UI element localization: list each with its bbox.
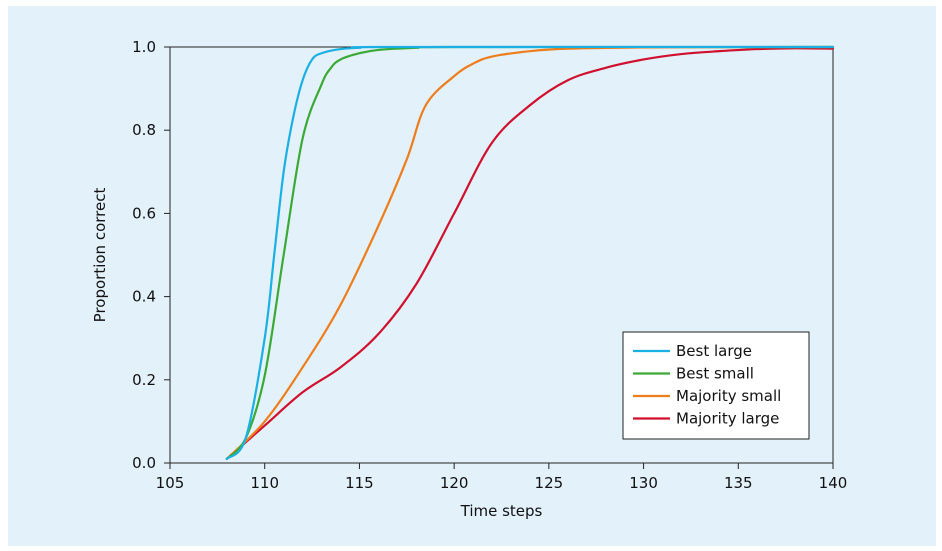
chart-panel: 105 110 115 120 125 130 135 140 0.0 0.2 0.4 0.6 0.8 1… bbox=[8, 6, 936, 546]
y-tick-label: 0.6 bbox=[132, 204, 156, 222]
series-line-best-large bbox=[225, 45, 835, 460]
ticks: 105 110 115 120 125 130 135 140 0.0 0.2 0.4 0.6 0.8 1… bbox=[132, 38, 847, 492]
y-tick-label: 0.0 bbox=[132, 454, 156, 472]
x-tick-label: 140 bbox=[819, 474, 848, 492]
legend: Best large Best small Majority small Majori… bbox=[622, 331, 810, 440]
line-chart: 105 110 115 120 125 130 135 140 0.0 0.2 0.4 0.6 0.8 1… bbox=[91, 38, 847, 520]
series-lines bbox=[225, 45, 835, 460]
x-tick-label: 120 bbox=[440, 474, 469, 492]
series-line-majority-large bbox=[225, 47, 835, 460]
x-tick-label: 110 bbox=[250, 474, 279, 492]
x-tick-label: 105 bbox=[156, 474, 185, 492]
x-axis-title: Time steps bbox=[460, 502, 543, 520]
legend-box bbox=[622, 331, 810, 440]
legend-label: Best large bbox=[676, 342, 752, 360]
y-tick-label: 1.0 bbox=[132, 38, 156, 56]
legend-label: Majority large bbox=[676, 410, 779, 428]
y-tick-label: 0.8 bbox=[132, 121, 156, 139]
legend-label: Majority small bbox=[676, 387, 781, 405]
x-tick-label: 125 bbox=[535, 474, 564, 492]
x-tick-label: 130 bbox=[629, 474, 658, 492]
legend-label: Best small bbox=[676, 365, 754, 383]
series-line-majority-small bbox=[225, 45, 835, 460]
x-tick-label: 135 bbox=[724, 474, 753, 492]
y-axis-title: Proportion correct bbox=[91, 188, 109, 323]
x-tick-label: 115 bbox=[345, 474, 374, 492]
y-tick-label: 0.2 bbox=[132, 371, 156, 389]
y-tick-label: 0.4 bbox=[132, 288, 156, 306]
